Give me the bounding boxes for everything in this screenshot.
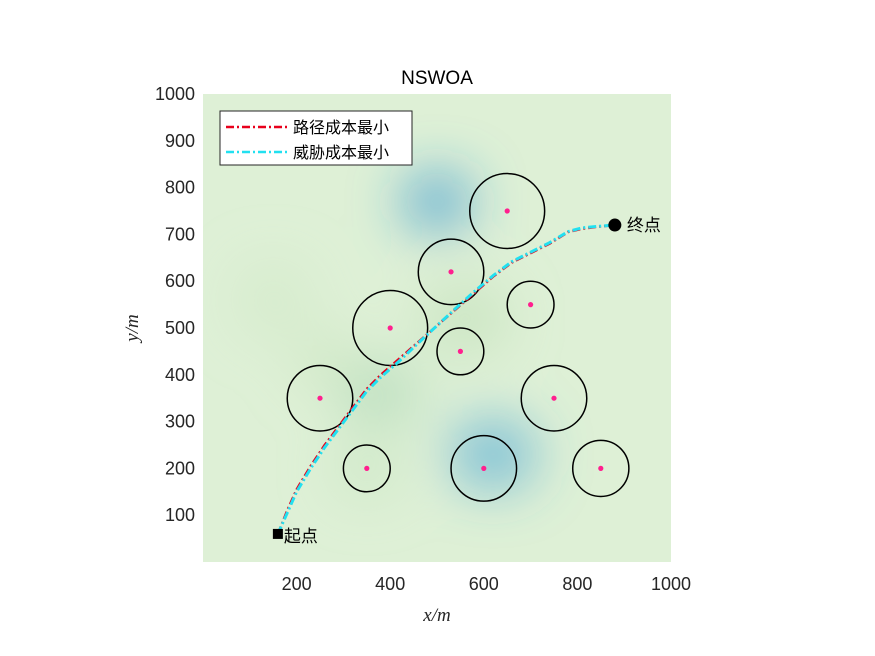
series-line-1 <box>276 223 615 535</box>
x-tick-label-1: 400 <box>375 574 405 594</box>
threat-center-4 <box>457 348 463 354</box>
heatmap-blob <box>404 175 470 228</box>
threat-centers <box>317 208 604 471</box>
threat-center-5 <box>317 395 323 401</box>
x-tick-label-3: 800 <box>562 574 592 594</box>
threat-circle-8 <box>450 434 518 502</box>
start-label: 起点 <box>284 527 318 547</box>
threat-center-1 <box>448 269 454 275</box>
legend: 路径成本最小 威胁成本最小 <box>219 110 413 166</box>
x-tick-label-0: 200 <box>282 574 312 594</box>
heatmap-blob <box>451 421 536 488</box>
threat-circle-1 <box>417 238 485 306</box>
y-tick-label-9: 1000 <box>155 84 195 104</box>
chart-title: NSWOA <box>401 68 473 89</box>
heatmap-blob <box>296 335 353 387</box>
threat-center-8 <box>481 465 487 471</box>
y-tick-label-8: 900 <box>165 131 195 151</box>
threat-circle-7 <box>342 444 391 493</box>
start-marker <box>272 528 283 539</box>
threat-center-7 <box>364 465 370 471</box>
y-tick-label-3: 400 <box>165 365 195 385</box>
x-axis-ticks: 200 400 600 800 1000 <box>282 574 691 594</box>
threat-center-0 <box>504 208 510 214</box>
threat-center-9 <box>598 465 604 471</box>
threat-center-6 <box>551 395 557 401</box>
end-marker <box>608 218 622 232</box>
threat-circle-5 <box>286 364 354 432</box>
x-tick-label-4: 1000 <box>651 574 691 594</box>
end-label: 终点 <box>627 216 661 236</box>
heatmap-blob <box>343 365 419 422</box>
y-axis-ticks: 100 200 300 400 500 600 700 800 900 1000 <box>155 84 195 525</box>
y-tick-label-7: 800 <box>165 178 195 198</box>
y-tick-label-4: 500 <box>165 318 195 338</box>
y-tick-label-6: 700 <box>165 224 195 244</box>
threat-circles <box>286 172 630 502</box>
legend-box <box>219 110 413 166</box>
y-tick-label-1: 200 <box>165 458 195 478</box>
path-series <box>276 223 615 535</box>
legend-label-threat-cost: 威胁成本最小 <box>293 143 389 162</box>
y-tick-label-0: 100 <box>165 505 195 525</box>
x-axis-label: x/m <box>422 605 450 626</box>
threat-circle-4 <box>436 327 485 376</box>
x-tick-label-2: 600 <box>469 574 499 594</box>
threat-center-3 <box>387 325 393 331</box>
y-axis-label: y/m <box>122 314 143 343</box>
legend-label-path-cost: 路径成本最小 <box>293 118 389 137</box>
threat-circle-6 <box>520 364 588 432</box>
y-tick-label-5: 600 <box>165 271 195 291</box>
threat-circle-0 <box>469 172 546 250</box>
y-tick-label-2: 300 <box>165 412 195 432</box>
endpoint-markers <box>272 218 622 539</box>
threat-circle-9 <box>571 439 630 498</box>
threat-center-2 <box>528 302 534 308</box>
heatmap-blob <box>422 285 508 352</box>
threat-circle-2 <box>506 280 555 329</box>
heatmap-blob <box>235 262 311 338</box>
